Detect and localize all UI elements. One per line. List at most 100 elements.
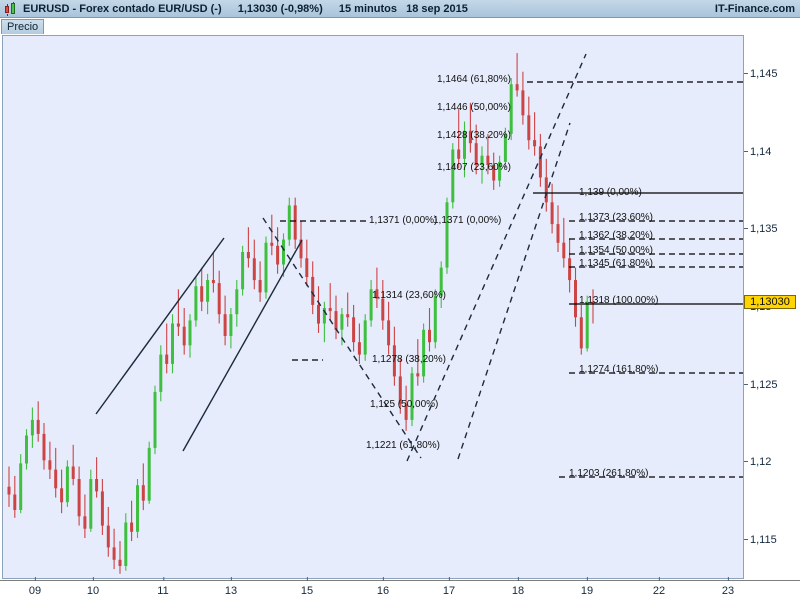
candle-body <box>474 143 478 165</box>
time-axis-tick-label: 19 <box>580 585 594 597</box>
candle-body <box>562 242 566 259</box>
candle-body <box>100 491 104 526</box>
candle-body <box>188 320 192 346</box>
price-axis-tick-label: 1,14 <box>750 145 772 158</box>
candle-body <box>217 283 221 315</box>
candle-body <box>182 326 186 346</box>
time-axis-tick-label: 13 <box>224 585 238 597</box>
time-axis-tick: 23 <box>722 577 734 597</box>
tab-precio[interactable]: Precio <box>1 19 45 34</box>
candle-body <box>574 280 577 318</box>
fibonacci-level-label: 1,1278 (38,20%) <box>372 354 446 365</box>
brand-label: IT-Finance.com <box>714 2 795 15</box>
price-axis-tick: 1,125 <box>744 378 778 391</box>
candle-body <box>317 304 320 324</box>
candle-body <box>533 140 537 147</box>
candle-body <box>352 317 356 343</box>
candle-body <box>468 130 472 144</box>
fibonacci-level-label: 1,1371 (0,00%) <box>369 215 438 226</box>
candle-body <box>171 323 174 364</box>
candle-body <box>521 90 525 116</box>
time-axis-tick: 11 <box>157 577 169 597</box>
candle-body <box>200 286 204 302</box>
candle-body <box>223 314 227 336</box>
candle-body <box>287 205 291 240</box>
candle-body <box>486 155 490 165</box>
time-axis-tick-label: 15 <box>300 585 314 597</box>
fibonacci-level-label: 1,1203 (261,80%) <box>569 468 649 479</box>
price-axis-tick: 1,14 <box>744 145 772 158</box>
candle-body <box>276 245 280 265</box>
fibonacci-level-label: 1,1446 (50,00%) <box>437 102 511 113</box>
fibonacci-level-label: 1,1274 (161,80%) <box>579 364 659 375</box>
candle-body <box>165 354 169 364</box>
instrument-date: 18 sep 2015 <box>406 2 468 15</box>
price-axis-tick-label: 1,115 <box>750 534 777 547</box>
fibonacci-level-label: 1,1371 (0,00%) <box>433 215 502 226</box>
candle-body <box>346 314 350 318</box>
price-axis-tick: 1,135 <box>744 224 778 235</box>
candle-body <box>416 373 420 377</box>
candle-body <box>252 258 256 281</box>
candle-body <box>89 479 93 529</box>
candle-body <box>83 516 87 529</box>
candle-body <box>118 559 122 566</box>
candle-body <box>363 320 367 355</box>
candle-body <box>538 146 542 178</box>
trendlines <box>95 53 587 462</box>
fibonacci-level-label: 1,1407 (23,60%) <box>437 162 511 173</box>
instrument-timeframe: 15 minutos <box>338 2 397 15</box>
trendline-channel-upper-solid <box>95 237 225 415</box>
time-axis-tick-label: 09 <box>28 585 42 597</box>
candle-body <box>25 435 28 464</box>
candle-body <box>71 466 75 479</box>
time-axis-tick-label: 16 <box>376 585 390 597</box>
tab-strip: Precio <box>0 19 800 35</box>
candle-body <box>130 522 134 532</box>
time-axis-tick-label: 11 <box>157 585 169 597</box>
trendline-descending-dashed <box>262 217 422 459</box>
time-axis-tick: 10 <box>87 577 99 597</box>
window-titlebar: EURUSD - Forex contado EUR/USD (-) 1,130… <box>0 0 800 18</box>
candle-body <box>322 308 326 324</box>
candle-body <box>30 419 34 436</box>
candle-body <box>211 280 215 284</box>
candle-body <box>457 149 461 159</box>
fibonacci-level-label: 1,1221 (61,80%) <box>366 440 440 451</box>
candle-body <box>404 404 408 420</box>
fibonacci-level-label: 1,1345 (61,80%) <box>579 258 653 269</box>
instrument-quote: 1,13030 (-0,98%) <box>237 2 323 15</box>
current-price-marker: 1,13030 <box>744 295 796 310</box>
instrument-title: EURUSD - Forex contado EUR/USD (-) 1,130… <box>23 3 468 15</box>
candle-body <box>579 317 583 349</box>
fibonacci-lines <box>280 81 743 478</box>
candle-body <box>136 485 139 532</box>
price-axis-tick-label: 1,12 <box>750 456 772 469</box>
candle-body <box>176 323 180 327</box>
candle-body <box>264 242 268 293</box>
candle-body <box>585 301 589 349</box>
time-axis-tick-label: 17 <box>442 585 456 597</box>
price-axis-tick-label: 1,145 <box>750 67 778 80</box>
chart-plot-area[interactable]: 1,1464 (61,80%) 1,1446 (50,00%) 1,1428 (38… <box>2 35 744 579</box>
candle-body <box>556 224 560 243</box>
candle-body <box>375 289 379 299</box>
candle-body <box>106 525 110 548</box>
candle-body <box>591 301 595 304</box>
candle-body <box>206 280 210 302</box>
time-axis-tick: 16 <box>376 577 390 597</box>
candle-body <box>463 130 466 159</box>
candle-body <box>550 202 554 225</box>
time-axis-tick: 09 <box>28 577 42 597</box>
candle-body <box>258 280 262 293</box>
time-axis-tick: 19 <box>580 577 594 597</box>
fibonacci-level-label: 1,1373 (23,60%) <box>579 212 653 223</box>
candle-body <box>369 289 373 321</box>
time-axis-tick-label: 18 <box>511 585 525 597</box>
time-axis[interactable]: 09 10 11 13 15 16 17 18 19 22 23 <box>0 577 800 601</box>
price-axis-tick-label: 1,125 <box>750 378 778 391</box>
price-axis-tick: 1,12 <box>744 456 772 469</box>
time-axis-tick: 22 <box>653 577 665 597</box>
candle-body <box>77 479 81 517</box>
